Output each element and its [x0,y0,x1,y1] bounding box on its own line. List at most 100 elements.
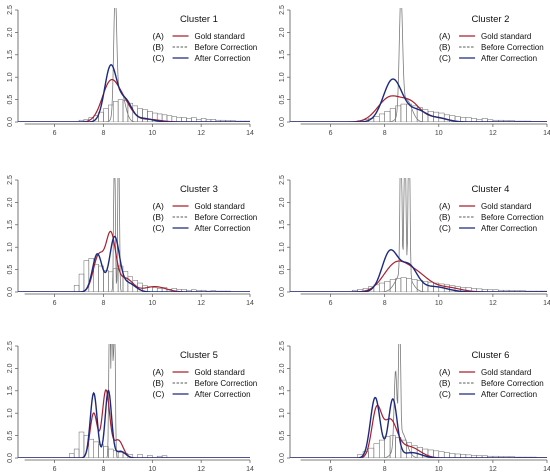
y-tick-label: 2.5 [279,341,286,351]
x-tick-label: 6 [329,300,333,307]
histogram-bar [427,281,434,292]
y-tick-label: 2.5 [7,5,14,15]
x-tick-label: 6 [329,466,333,473]
x-tick-label: 8 [383,300,387,307]
y-tick-label: 2.0 [279,197,286,207]
y-tick-label: 1.5 [7,220,14,230]
histogram-bar [368,447,375,458]
series-line-after-correction [18,389,250,458]
y-tick-label: 1.0 [7,408,14,418]
x-tick-label: 8 [102,466,106,473]
legend-marker: (C) [439,389,451,399]
chart-panel-4: 0.0 0.5 1.0 1.5 2.0 2.5 6 8 10 12 14 Cluster 4 (A) Go… [279,175,550,307]
y-tick-label: 0.5 [7,431,14,441]
series-line-before-correction [290,344,547,458]
series-line-before-correction [290,8,547,122]
y-tick-label: 2.5 [7,175,14,185]
plot-area [290,8,547,122]
y-tick-label: 2.5 [279,175,286,185]
x-tick-label: 6 [53,130,57,137]
x-tick-label: 8 [383,130,387,137]
histogram-bar [147,455,153,458]
y-tick-label: 2.5 [279,5,286,15]
series-line-after-correction [290,249,547,292]
legend: (A) Gold standard (B) Before Correction (C) A… [439,31,544,63]
y-tick-label: 2.0 [279,363,286,373]
histogram-bar [400,103,407,122]
legend-marker: (B) [153,212,165,222]
x-tick-label: 10 [148,130,156,137]
legend-entry: Before Correction [481,213,544,222]
histogram-bar [400,277,407,292]
legend-entry: After Correction [481,54,537,63]
series-line-after-correction [18,235,250,292]
plot-area [290,344,547,458]
legend-entry: Before Correction [195,213,258,222]
x-tick-label: 14 [543,466,550,473]
y-tick-label: 0.5 [279,265,286,275]
y-tick-label: 1.5 [7,386,14,396]
panel-title: Cluster 6 [471,350,509,361]
panel-title: Cluster 1 [180,14,218,25]
y-tick-label: 1.0 [279,72,286,82]
histogram-bar [443,452,450,458]
chart-panel-2: 0.0 0.5 1.0 1.5 2.0 2.5 6 8 10 12 14 Cluster 2 (A) Go… [279,5,550,137]
x-tick-label: 8 [102,130,106,137]
y-tick-label: 0.0 [279,287,286,297]
histogram-bar [161,455,168,458]
y-tick-label: 1.0 [279,408,286,418]
histogram-bar [142,109,148,122]
legend-entry: After Correction [195,54,251,63]
legend-entry: After Correction [195,224,251,233]
histogram-bar [379,439,385,458]
legend-entry: Gold standard [195,368,245,377]
series-line-before-correction [18,8,250,122]
x-tick-label: 10 [148,300,156,307]
histogram-bar [249,120,250,122]
x-tick-label: 12 [489,300,497,307]
y-tick-label: 2.0 [7,27,14,37]
legend-marker: (A) [153,367,165,377]
plot-area [18,344,250,458]
y-tick-label: 1.5 [279,220,286,230]
x-tick-label: 12 [197,300,205,307]
legend-marker: (B) [439,42,451,52]
x-tick-label: 10 [435,466,443,473]
legend-marker: (C) [439,223,451,233]
y-tick-label: 1.5 [279,386,286,396]
series-line-gold-standard [290,95,547,122]
legend-marker: (A) [153,31,165,41]
histogram-bar [108,448,114,458]
legend-marker: (A) [439,367,451,377]
histogram-bar [438,451,445,458]
y-tick-label: 2.0 [7,197,14,207]
legend-marker: (B) [153,42,165,52]
y-tick-label: 0.5 [7,265,14,275]
plot-area [290,178,547,292]
series-line-gold-standard [18,389,250,458]
legend-entry: Gold standard [195,202,245,211]
legend-marker: (A) [439,31,451,41]
x-tick-label: 12 [197,466,205,473]
legend-marker: (C) [153,223,165,233]
series-line-gold-standard [290,404,547,458]
histogram-bar [147,110,153,122]
series-line-after-correction [290,396,547,458]
histogram-bar [112,101,119,122]
y-tick-label: 2.0 [7,363,14,373]
y-tick-label: 0.0 [7,453,14,463]
y-tick-label: 0.0 [7,287,14,297]
y-tick-label: 1.0 [279,242,286,252]
legend-entry: After Correction [481,390,537,399]
histogram-bar [255,284,260,292]
series-line-after-correction [290,78,547,122]
x-tick-label: 14 [543,300,550,307]
series-line-gold-standard [18,78,250,122]
x-tick-label: 12 [197,130,205,137]
histogram-bar [373,116,380,122]
legend: (A) Gold standard (B) Before Correction (C) A… [153,201,258,233]
legend-entry: After Correction [481,224,537,233]
x-tick-label: 14 [246,300,254,307]
legend-entry: Gold standard [481,202,531,211]
